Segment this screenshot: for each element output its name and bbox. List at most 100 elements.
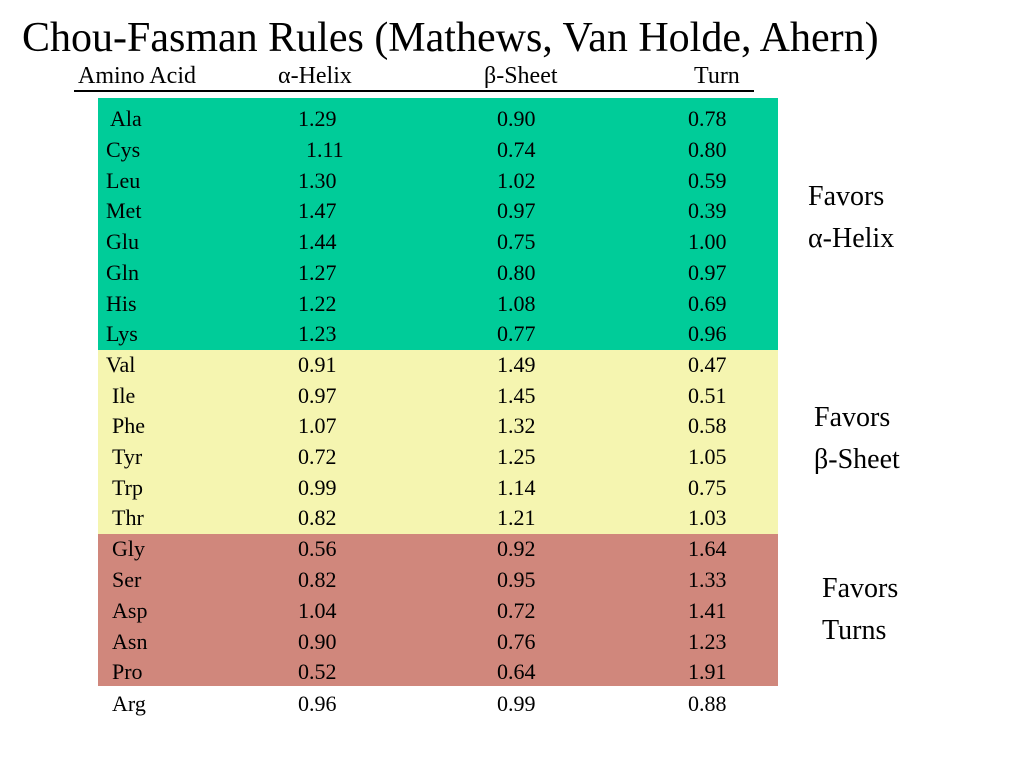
cell-alpha-helix-value: 1.22 bbox=[298, 291, 337, 316]
cell-amino-acid: His bbox=[106, 291, 137, 316]
favors-sheet-label: Favors β-Sheet bbox=[814, 402, 900, 475]
cell-amino-acid: Asn bbox=[112, 629, 148, 654]
table-row: Ala 1.29 0.90 0.78 bbox=[0, 104, 1024, 134]
cell-amino-acid: Asp bbox=[112, 598, 148, 623]
cell-amino-acid: Gln bbox=[106, 260, 139, 285]
table-row: Val 0.91 1.49 0.47 bbox=[0, 350, 1024, 380]
cell-amino-acid: Glu bbox=[106, 229, 139, 254]
header-turn: Turn bbox=[694, 63, 740, 89]
favors-turns-label: Favors Turns bbox=[822, 573, 899, 646]
cell-amino-acid: Met bbox=[106, 198, 142, 223]
cell-alpha-helix-value: 0.52 bbox=[298, 659, 337, 684]
cell-alpha-helix-value: 0.97 bbox=[298, 383, 337, 408]
cell-alpha-helix-value: 1.29 bbox=[298, 106, 337, 131]
cell-alpha-helix-value: 0.82 bbox=[298, 567, 337, 592]
cell-alpha-helix-value: 0.72 bbox=[298, 444, 337, 469]
cell-alpha-helix-value: 1.44 bbox=[298, 229, 337, 254]
table-row: Thr 0.82 1.21 1.03 bbox=[0, 503, 1024, 533]
cell-beta-sheet-value: 1.49 bbox=[497, 352, 536, 377]
table-header: Amino Acid α-Helix β-Sheet Turn bbox=[74, 62, 754, 92]
cell-amino-acid: Leu bbox=[106, 168, 141, 193]
cell-amino-acid: Ile bbox=[112, 383, 136, 408]
table-row: His 1.22 1.08 0.69 bbox=[0, 289, 1024, 319]
header-amino-acid: Amino Acid bbox=[78, 63, 196, 89]
cell-turn-value: 1.23 bbox=[688, 629, 727, 654]
cell-turn-value: 0.59 bbox=[688, 168, 727, 193]
cell-beta-sheet-value: 0.99 bbox=[497, 691, 536, 716]
cell-amino-acid: Lys bbox=[106, 321, 138, 346]
table-row: Lys 1.23 0.77 0.96 bbox=[0, 319, 1024, 349]
cell-beta-sheet-value: 1.25 bbox=[497, 444, 536, 469]
cell-turn-value: 0.96 bbox=[688, 321, 727, 346]
cell-beta-sheet-value: 0.77 bbox=[497, 321, 536, 346]
turn-band bbox=[98, 534, 778, 686]
cell-beta-sheet-value: 0.80 bbox=[497, 260, 536, 285]
header-alpha-helix: α-Helix bbox=[278, 63, 352, 89]
cell-beta-sheet-value: 0.74 bbox=[497, 137, 536, 162]
cell-beta-sheet-value: 1.02 bbox=[497, 168, 536, 193]
cell-amino-acid: Cys bbox=[106, 137, 141, 162]
cell-amino-acid: Phe bbox=[112, 413, 145, 438]
table-row: Arg 0.96 0.99 0.88 bbox=[0, 689, 1024, 719]
table-row: Tyr 0.72 1.25 1.05 bbox=[0, 442, 1024, 472]
cell-alpha-helix-value: 1.47 bbox=[298, 198, 337, 223]
cell-alpha-helix-value: 1.30 bbox=[298, 168, 337, 193]
cell-turn-value: 0.78 bbox=[688, 106, 727, 131]
table-row: Met 1.47 0.97 0.39 bbox=[0, 196, 1024, 226]
cell-beta-sheet-value: 1.45 bbox=[497, 383, 536, 408]
cell-turn-value: 0.97 bbox=[688, 260, 727, 285]
cell-alpha-helix-value: 1.07 bbox=[298, 413, 337, 438]
cell-turn-value: 1.05 bbox=[688, 444, 727, 469]
table-row: Pro 0.52 0.64 1.91 bbox=[0, 657, 1024, 687]
cell-turn-value: 0.75 bbox=[688, 475, 727, 500]
cell-amino-acid: Val bbox=[106, 352, 136, 377]
cell-amino-acid: Tyr bbox=[112, 444, 143, 469]
cell-turn-value: 1.00 bbox=[688, 229, 727, 254]
cell-turn-value: 0.80 bbox=[688, 137, 727, 162]
cell-beta-sheet-value: 0.76 bbox=[497, 629, 536, 654]
table-row: Ser 0.82 0.95 1.33 bbox=[0, 565, 1024, 595]
cell-amino-acid: Arg bbox=[112, 691, 146, 716]
cell-alpha-helix-value: 0.82 bbox=[298, 505, 337, 530]
cell-amino-acid: Thr bbox=[112, 505, 144, 530]
cell-turn-value: 0.47 bbox=[688, 352, 727, 377]
cell-alpha-helix-value: 0.90 bbox=[298, 629, 337, 654]
cell-turn-value: 0.88 bbox=[688, 691, 727, 716]
table-row: Trp 0.99 1.14 0.75 bbox=[0, 473, 1024, 503]
cell-alpha-helix-value: 1.27 bbox=[298, 260, 337, 285]
cell-amino-acid: Trp bbox=[112, 475, 143, 500]
cell-amino-acid: Ser bbox=[112, 567, 142, 592]
cell-amino-acid: Ala bbox=[110, 106, 142, 131]
table-row: Ile 0.97 1.45 0.51 bbox=[0, 381, 1024, 411]
cell-amino-acid: Gly bbox=[112, 536, 145, 561]
cell-beta-sheet-value: 1.08 bbox=[497, 291, 536, 316]
cell-beta-sheet-value: 1.21 bbox=[497, 505, 536, 530]
cell-turn-value: 0.69 bbox=[688, 291, 727, 316]
cell-beta-sheet-value: 0.92 bbox=[497, 536, 536, 561]
cell-turn-value: 0.51 bbox=[688, 383, 727, 408]
page-title: Chou-Fasman Rules (Mathews, Van Holde, A… bbox=[22, 15, 879, 61]
sheet-band bbox=[98, 350, 778, 534]
favors-helix-label: Favors α-Helix bbox=[808, 181, 895, 254]
table-row: Asn 0.90 0.76 1.23 bbox=[0, 627, 1024, 657]
table-row: Glu 1.44 0.75 1.00 bbox=[0, 227, 1024, 257]
table-row: Asp 1.04 0.72 1.41 bbox=[0, 596, 1024, 626]
cell-turn-value: 1.33 bbox=[688, 567, 727, 592]
table-row: Gln 1.27 0.80 0.97 bbox=[0, 258, 1024, 288]
cell-beta-sheet-value: 0.75 bbox=[497, 229, 536, 254]
table-row: Phe 1.07 1.32 0.58 bbox=[0, 411, 1024, 441]
cell-alpha-helix-value: 1.04 bbox=[298, 598, 337, 623]
cell-alpha-helix-value: 0.96 bbox=[298, 691, 337, 716]
table-row: Leu 1.30 1.02 0.59 bbox=[0, 166, 1024, 196]
cell-alpha-helix-value: 0.91 bbox=[298, 352, 337, 377]
cell-beta-sheet-value: 0.72 bbox=[497, 598, 536, 623]
header-beta-sheet: β-Sheet bbox=[484, 63, 558, 89]
cell-beta-sheet-value: 1.14 bbox=[497, 475, 536, 500]
cell-alpha-helix-value: 0.99 bbox=[298, 475, 337, 500]
cell-beta-sheet-value: 1.32 bbox=[497, 413, 536, 438]
cell-turn-value: 1.03 bbox=[688, 505, 727, 530]
cell-turn-value: 0.58 bbox=[688, 413, 727, 438]
cell-beta-sheet-value: 0.64 bbox=[497, 659, 536, 684]
cell-turn-value: 1.41 bbox=[688, 598, 727, 623]
